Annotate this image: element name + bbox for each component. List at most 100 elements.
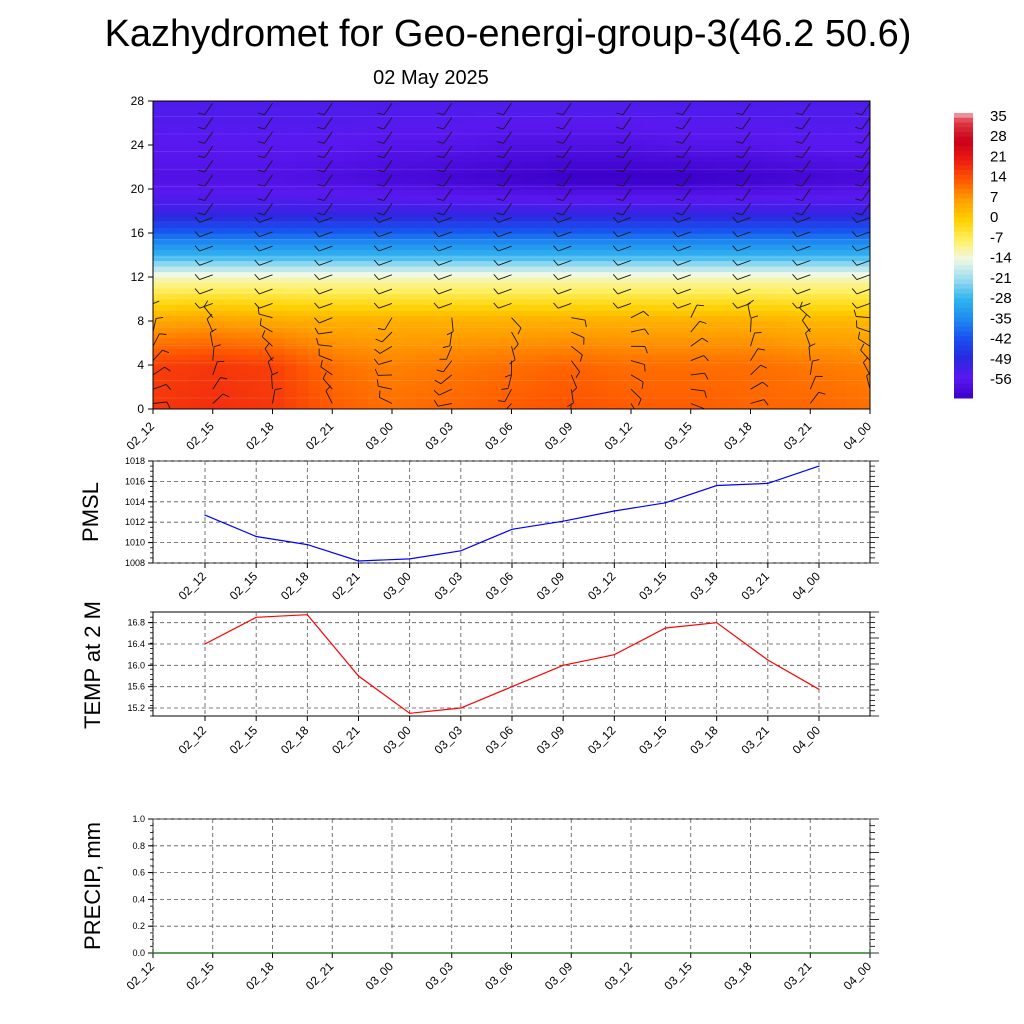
- heatmap-cell: [738, 343, 752, 350]
- heatmap-cell: [619, 332, 632, 339]
- heatmap-cell: [176, 403, 190, 409]
- heatmap-cell: [403, 145, 417, 152]
- heatmap-cell: [356, 101, 369, 108]
- wind-barb-flag: [254, 259, 260, 266]
- heatmap-cell: [798, 211, 811, 218]
- wind-barb-flag: [634, 415, 638, 421]
- heatmap-cell: [236, 288, 250, 295]
- xtick-label: 04_00: [790, 569, 824, 603]
- heatmap-cell: [248, 310, 262, 317]
- heatmap-cell: [678, 343, 692, 350]
- heatmap-cell: [559, 134, 572, 141]
- heatmap-cell: [798, 293, 811, 300]
- heatmap-cell: [176, 392, 190, 399]
- heatmap-cell: [415, 332, 429, 339]
- wind-barb-flag: [138, 170, 145, 172]
- data-point: [562, 664, 564, 666]
- heatmap-cell: [499, 398, 513, 405]
- heatmap-ytick-label: 28: [131, 94, 145, 108]
- heatmap-cell: [499, 332, 513, 339]
- heatmap-cell: [523, 101, 536, 108]
- heatmap-cell: [308, 233, 321, 240]
- wind-barb-shaft: [498, 302, 512, 309]
- heatmap-cell: [487, 145, 501, 152]
- heatmap-cell: [284, 321, 297, 328]
- heatmap-cell: [822, 134, 835, 141]
- heatmap-cell: [535, 326, 548, 333]
- heatmap-cell: [774, 183, 787, 190]
- heatmap-cell: [487, 277, 501, 284]
- heatmap-cell: [176, 376, 190, 383]
- heatmap-cell: [403, 156, 417, 163]
- heatmap-cell: [427, 244, 441, 251]
- heatmap-cell: [320, 293, 333, 300]
- heatmap-cell: [427, 387, 441, 394]
- heatmap-cell: [834, 304, 847, 311]
- heatmap-cell: [678, 211, 692, 218]
- heatmap-cell: [690, 365, 704, 372]
- heatmap-cell: [523, 315, 536, 322]
- wind-barb-shaft: [204, 188, 214, 201]
- heatmap-cell: [846, 326, 859, 333]
- heatmap-cell: [463, 101, 477, 108]
- heatmap-cell: [212, 370, 226, 377]
- data-point: [271, 952, 274, 954]
- heatmap-cell: [260, 370, 274, 377]
- heatmap-cell: [415, 211, 429, 218]
- heatmap-cell: [571, 370, 584, 377]
- heatmap-cell: [702, 370, 716, 377]
- heatmap-cell: [846, 260, 859, 267]
- heatmap-cell: [308, 123, 321, 130]
- heatmap-cell: [642, 233, 656, 240]
- heatmap-cell: [308, 172, 321, 179]
- heatmap-cell: [714, 134, 728, 141]
- heatmap-cell: [678, 134, 692, 141]
- heatmap-cell: [702, 321, 716, 328]
- heatmap-cell: [762, 370, 775, 377]
- heatmap-cell: [774, 123, 787, 130]
- heatmap-cell: [415, 106, 429, 113]
- heatmap-cell: [236, 282, 250, 289]
- heatmap-cell: [176, 354, 190, 361]
- heatmap-cell: [188, 310, 202, 317]
- heatmap-cell: [690, 205, 704, 212]
- wind-barb-flag: [267, 356, 274, 362]
- heatmap-cell: [595, 282, 608, 289]
- heatmap-cell: [260, 326, 274, 333]
- heatmap-cell: [583, 227, 596, 234]
- heatmap-cell: [750, 244, 764, 251]
- heatmap-cell: [547, 183, 560, 190]
- heatmap-cell: [380, 101, 393, 108]
- heatmap-cell: [846, 150, 859, 157]
- heatmap-cell: [403, 238, 417, 245]
- heatmap-cell: [786, 211, 799, 218]
- heatmap-cell: [714, 194, 728, 201]
- heatmap-cell: [786, 200, 799, 207]
- heatmap-cell: [451, 266, 465, 273]
- heatmap-cell: [308, 156, 321, 163]
- heatmap-cell: [296, 255, 309, 262]
- heatmap-cell: [511, 255, 525, 262]
- heatmap-cell: [571, 376, 584, 383]
- heatmap-cell: [248, 304, 262, 311]
- heatmap-cell: [678, 161, 692, 168]
- heatmap-cell: [714, 332, 728, 339]
- heatmap-cell: [858, 277, 870, 284]
- heatmap-cell: [475, 227, 489, 234]
- heatmap-cell: [176, 205, 190, 212]
- heatmap-cell: [272, 282, 286, 289]
- heatmap-cell: [642, 244, 656, 251]
- heatmap-cell: [224, 381, 238, 388]
- heatmap-cell: [642, 387, 656, 394]
- heatmap-cell: [153, 156, 166, 163]
- heatmap-cell: [774, 321, 787, 328]
- heatmap-cell: [750, 249, 764, 256]
- heatmap-cell: [535, 277, 548, 284]
- heatmap-cell: [535, 359, 548, 366]
- heatmap-cell: [200, 398, 214, 405]
- heatmap-cell: [738, 117, 752, 124]
- heatmap-cell: [356, 222, 369, 229]
- heatmap-cell: [260, 321, 274, 328]
- wind-barb-flag: [584, 320, 587, 328]
- heatmap-cell: [392, 288, 405, 295]
